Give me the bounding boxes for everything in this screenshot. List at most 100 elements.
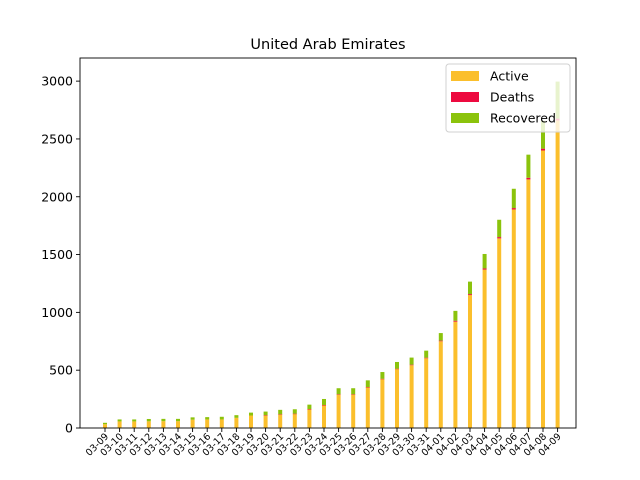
bar-active-03-22: [292, 413, 297, 428]
bar-active-04-09: [555, 120, 560, 428]
y-tick-label: 500: [49, 363, 73, 378]
y-tick-label: 1500: [41, 247, 73, 262]
bar-recovered-03-30: [409, 357, 414, 365]
bar-active-04-06: [511, 209, 516, 428]
bar-recovered-03-21: [278, 409, 283, 415]
bar-recovered-03-20: [263, 411, 268, 416]
bar-active-04-02: [453, 321, 458, 429]
bar-recovered-03-18: [234, 415, 239, 418]
bar-active-03-15: [190, 419, 195, 428]
bar-recovered-03-19: [249, 412, 253, 416]
bar-recovered-03-23: [307, 404, 312, 410]
legend-swatch-deaths: [451, 92, 479, 102]
legend-swatch-active: [451, 71, 479, 81]
bar-recovered-03-09: [103, 422, 107, 425]
bar-active-03-17: [219, 419, 224, 428]
y-tick-label: 0: [65, 421, 73, 436]
bar-recovered-03-12: [146, 418, 151, 422]
bar-recovered-03-25: [336, 388, 341, 395]
bar-active-03-21: [278, 414, 283, 428]
bar-deaths-04-02: [453, 320, 458, 322]
bar-recovered-03-17: [219, 416, 224, 420]
bar-active-03-27: [365, 387, 370, 428]
legend-swatch-recovered: [451, 113, 479, 123]
bar-deaths-04-04: [482, 268, 487, 270]
bar-active-04-05: [497, 238, 502, 428]
bar-active-03-09: [103, 424, 107, 428]
bar-deaths-03-30: [409, 364, 414, 366]
bar-deaths-03-21: [278, 414, 283, 415]
bar-recovered-04-01: [438, 333, 443, 341]
legend-label-recovered: Recovered: [490, 111, 556, 126]
legend: Active Deaths Recovered: [445, 63, 571, 133]
y-tick-label: 1000: [41, 305, 73, 320]
bar-active-03-12: [146, 421, 151, 428]
legend-label-active: Active: [490, 69, 529, 84]
bar-active-03-26: [351, 394, 356, 428]
bar-recovered-04-05: [497, 219, 502, 238]
bar-deaths-03-28: [380, 378, 385, 380]
bar-active-03-30: [409, 365, 414, 428]
bar-deaths-03-25: [336, 394, 341, 395]
y-tick-label: 2000: [41, 189, 73, 204]
bar-active-03-13: [161, 421, 166, 428]
bar-deaths-04-05: [497, 237, 502, 239]
bar-deaths-03-27: [365, 387, 370, 388]
bar-active-04-01: [438, 341, 443, 428]
bar-active-03-31: [424, 358, 429, 428]
bar-active-03-14: [176, 421, 180, 428]
bar-deaths-04-06: [511, 208, 516, 210]
bar-active-03-10: [117, 421, 122, 428]
bar-deaths-03-29: [395, 368, 399, 370]
bar-active-04-08: [541, 150, 545, 428]
bar-deaths-03-23: [307, 409, 312, 410]
bar-deaths-03-20: [263, 415, 268, 416]
bar-active-03-25: [336, 394, 341, 428]
bar-recovered-03-28: [380, 372, 385, 379]
bar-recovered-03-16: [205, 417, 210, 420]
bar-recovered-03-24: [322, 398, 326, 405]
plot-frame: [79, 57, 577, 429]
bar-recovered-04-02: [453, 310, 458, 321]
bar-deaths-04-01: [438, 340, 443, 342]
bar-active-03-29: [395, 369, 399, 428]
bar-recovered-04-03: [468, 281, 472, 295]
y-tick-label: 2500: [41, 131, 73, 146]
bar-active-04-07: [526, 179, 531, 428]
bar-active-03-23: [307, 409, 312, 428]
bar-deaths-03-26: [351, 394, 356, 395]
bar-active-03-28: [380, 378, 385, 428]
bar-active-03-20: [263, 415, 268, 428]
chart-title: United Arab Emirates: [250, 37, 405, 53]
bar-deaths-03-22: [292, 413, 297, 415]
bar-recovered-04-04: [482, 253, 487, 269]
legend-label-deaths: Deaths: [490, 90, 534, 105]
bar-active-03-16: [205, 419, 210, 428]
bar-active-03-11: [132, 421, 137, 428]
bar-recovered-03-15: [190, 417, 195, 420]
bar-active-03-24: [322, 405, 326, 428]
bar-recovered-03-22: [292, 409, 297, 414]
bar-recovered-03-31: [424, 350, 429, 358]
bar-deaths-04-08: [541, 148, 545, 151]
bar-recovered-03-11: [132, 419, 137, 422]
bar-recovered-04-06: [511, 188, 516, 209]
x-axis: 03-0903-1003-1103-1203-1303-1403-1503-16…: [84, 428, 564, 459]
bar-active-03-19: [249, 415, 253, 428]
bar-recovered-03-13: [161, 418, 166, 422]
bar-recovered-04-08: [541, 120, 545, 149]
bar-recovered-03-14: [176, 418, 180, 422]
bar-deaths-03-24: [322, 404, 326, 406]
bar-recovered-03-10: [117, 419, 122, 422]
bar-deaths-04-03: [468, 294, 472, 296]
bar-active-03-18: [234, 417, 239, 428]
bars-layer: [103, 81, 560, 429]
bar-deaths-03-31: [424, 357, 429, 359]
bar-active-04-03: [468, 295, 472, 428]
y-tick-label: 3000: [41, 74, 73, 89]
bar-recovered-03-26: [351, 388, 356, 395]
bar-recovered-03-29: [395, 361, 399, 369]
y-axis: 0 500 1000 1500 2000 2500 3000: [41, 74, 80, 436]
bar-recovered-03-27: [365, 380, 370, 388]
